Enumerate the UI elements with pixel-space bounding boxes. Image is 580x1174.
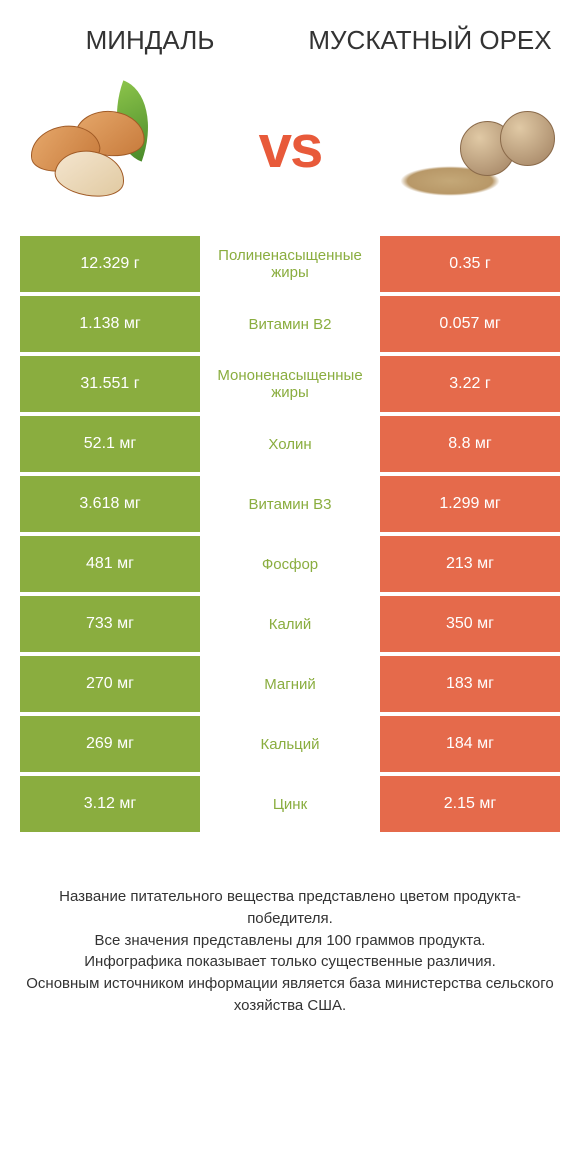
table-row: 52.1 мгХолин8.8 мг <box>20 416 560 472</box>
right-product-title: Мускатный орех <box>290 25 570 56</box>
vs-label: vs <box>259 112 322 181</box>
right-value: 183 мг <box>380 656 560 712</box>
right-value: 213 мг <box>380 536 560 592</box>
nutrient-name: Холин <box>200 416 380 472</box>
right-value: 184 мг <box>380 716 560 772</box>
table-row: 1.138 мгВитамин B20.057 мг <box>20 296 560 352</box>
right-value: 0.35 г <box>380 236 560 292</box>
left-value: 481 мг <box>20 536 200 592</box>
left-value: 270 мг <box>20 656 200 712</box>
almond-image <box>20 86 180 206</box>
comparison-table: 12.329 гПолиненасыщенные жиры0.35 г1.138… <box>0 236 580 832</box>
left-value: 733 мг <box>20 596 200 652</box>
nutrient-name: Полиненасыщенные жиры <box>200 236 380 292</box>
left-value: 12.329 г <box>20 236 200 292</box>
left-value: 3.12 мг <box>20 776 200 832</box>
table-row: 3.618 мгВитамин B31.299 мг <box>20 476 560 532</box>
table-row: 270 мгМагний183 мг <box>20 656 560 712</box>
nutrient-name: Цинк <box>200 776 380 832</box>
footer-notes: Название питательного вещества представл… <box>0 836 580 1037</box>
nutrient-name: Магний <box>200 656 380 712</box>
nutrient-name: Калий <box>200 596 380 652</box>
nutmeg-image <box>400 86 560 206</box>
nutrient-name: Фосфор <box>200 536 380 592</box>
table-row: 3.12 мгЦинк2.15 мг <box>20 776 560 832</box>
left-value: 1.138 мг <box>20 296 200 352</box>
table-row: 733 мгКалий350 мг <box>20 596 560 652</box>
left-value: 31.551 г <box>20 356 200 412</box>
nutrient-name: Мононенасыщенные жиры <box>200 356 380 412</box>
footer-line: Название питательного вещества представл… <box>25 886 555 930</box>
right-value: 1.299 мг <box>380 476 560 532</box>
nutrient-name: Витамин B3 <box>200 476 380 532</box>
left-value: 3.618 мг <box>20 476 200 532</box>
nutrient-name: Витамин B2 <box>200 296 380 352</box>
right-value: 350 мг <box>380 596 560 652</box>
header: Миндаль Мускатный орех <box>0 0 580 66</box>
nutrient-name: Кальций <box>200 716 380 772</box>
table-row: 12.329 гПолиненасыщенные жиры0.35 г <box>20 236 560 292</box>
footer-line: Основным источником информации является … <box>25 973 555 1017</box>
table-row: 481 мгФосфор213 мг <box>20 536 560 592</box>
right-value: 2.15 мг <box>380 776 560 832</box>
right-value: 8.8 мг <box>380 416 560 472</box>
table-row: 31.551 гМононенасыщенные жиры3.22 г <box>20 356 560 412</box>
table-row: 269 мгКальций184 мг <box>20 716 560 772</box>
left-product-title: Миндаль <box>10 25 290 56</box>
left-value: 52.1 мг <box>20 416 200 472</box>
vs-row: vs <box>0 66 580 236</box>
footer-line: Инфографика показывает только существенн… <box>25 951 555 973</box>
footer-line: Все значения представлены для 100 граммо… <box>25 930 555 952</box>
left-value: 269 мг <box>20 716 200 772</box>
right-value: 3.22 г <box>380 356 560 412</box>
right-value: 0.057 мг <box>380 296 560 352</box>
